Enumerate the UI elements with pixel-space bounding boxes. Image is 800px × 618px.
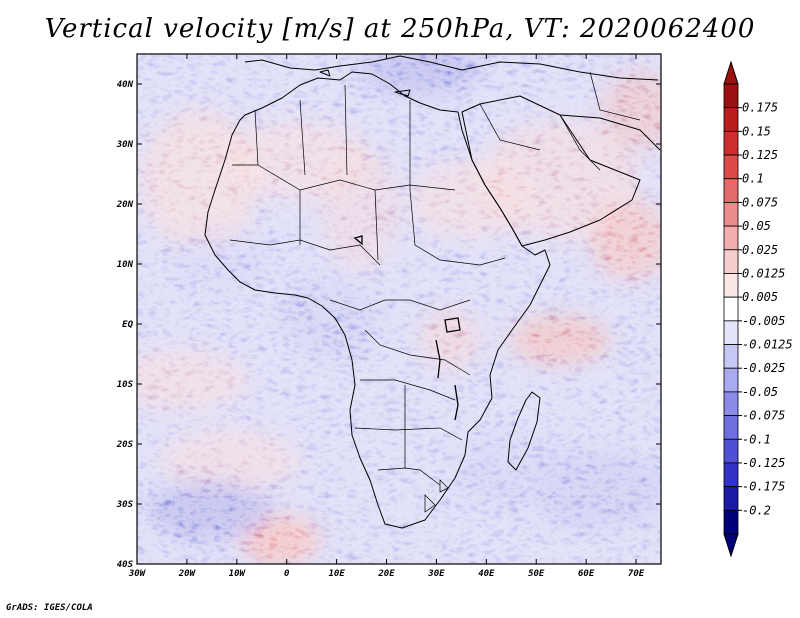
- lake-chad: [353, 235, 363, 246]
- colorbar-swatch: [723, 83, 739, 109]
- colorbar-label: -0.1: [742, 432, 771, 446]
- lon-tick-label: 60E: [578, 569, 595, 579]
- colorbar-label: -0.0125: [742, 338, 793, 352]
- colorbar-swatch: [723, 509, 739, 535]
- colorbar-swatch: [723, 415, 739, 440]
- colorbar-swatch: [723, 391, 739, 416]
- colorbar-swatch: [723, 344, 739, 369]
- colorbar-label: 0.0125: [742, 266, 785, 280]
- colorbar-label: 0.125: [742, 148, 778, 162]
- colorbar-label: -0.125: [742, 456, 785, 470]
- lakes: [353, 235, 461, 421]
- lon-tick-label: 0: [284, 569, 290, 579]
- plot-frame: [136, 53, 662, 565]
- arabia-coastline: [461, 95, 641, 247]
- colorbar-label: 0.15: [742, 124, 771, 138]
- lat-tick-label: EQ: [122, 320, 133, 330]
- colorbar-swatch: [723, 130, 739, 156]
- lat-tick-label: 40S: [117, 560, 134, 570]
- longitude-axis: 30W 20W 10W 0 10E 20E 30E 40E 50E 60E 70E: [128, 54, 645, 579]
- colorbar-label: -0.025: [742, 361, 785, 375]
- colorbar-swatch: [723, 273, 739, 298]
- colorbar-swatch: [723, 225, 739, 251]
- lat-tick-label: 10N: [117, 260, 134, 270]
- chart-title: Vertical velocity [m/s] at 250hPa, VT: 2…: [44, 14, 756, 44]
- colorbar-swatch: [723, 107, 739, 132]
- lon-tick-label: 50E: [528, 569, 545, 579]
- lat-tick-label: 30S: [116, 500, 134, 510]
- colorbar-arrow-top: [723, 60, 739, 85]
- colorbar-label: 0.175: [742, 101, 778, 115]
- colorbar-swatch: [723, 178, 739, 203]
- colorbar: 0.175 0.15 0.125 0.1 0.075 0.05 0.025 0.0125 0.0…: [723, 60, 793, 558]
- lake-tanganyika: [435, 339, 441, 379]
- lat-tick-label: 20N: [116, 200, 134, 210]
- lon-tick-label: 70E: [628, 569, 645, 579]
- colorbar-label: 0.005: [742, 290, 778, 304]
- lat-tick-label: 40N: [117, 80, 134, 90]
- credit-text: GrADS: IGES/COLA: [6, 603, 93, 613]
- lon-tick-label: 30W: [128, 569, 147, 579]
- lat-tick-label: 20S: [116, 440, 134, 450]
- colorbar-label: -0.05: [742, 385, 778, 399]
- colorbar-swatch: [723, 296, 739, 322]
- mediterranean-islands: [319, 69, 411, 97]
- colorbar-swatch: [723, 320, 739, 345]
- colorbar-swatch: [723, 486, 739, 511]
- colorbar-swatch: [723, 462, 739, 488]
- colorbar-label: -0.075: [742, 409, 785, 423]
- colorbar-label: 0.025: [742, 243, 778, 257]
- colorbar-label: 0.1: [742, 172, 764, 186]
- colorbar-swatch: [723, 438, 739, 464]
- coastlines: [204, 55, 661, 529]
- lon-tick-label: 10W: [229, 569, 247, 579]
- latitude-axis: 40N 30N 20N 10N EQ 10S 20S 30S 40S: [116, 80, 661, 570]
- lon-tick-label: 30E: [427, 569, 445, 579]
- lon-tick-label: 40E: [478, 569, 495, 579]
- colorbar-label: 0.05: [742, 219, 771, 233]
- colorbar-label: 0.075: [742, 195, 778, 209]
- colorbar-swatch: [723, 367, 739, 393]
- colorbar-swatch: [723, 202, 739, 227]
- colorbar-swatch: [723, 249, 739, 274]
- africa-coastline: [204, 71, 551, 529]
- colorbar-label: -0.2: [742, 503, 771, 517]
- colorbar-label: -0.175: [742, 480, 785, 494]
- lake-malawi: [454, 384, 459, 421]
- lon-tick-label: 20W: [178, 569, 197, 579]
- persian-gulf: [559, 114, 661, 151]
- lon-tick-label: 10E: [328, 569, 345, 579]
- lat-tick-label: 30N: [116, 140, 134, 150]
- velocity-field: [137, 54, 661, 564]
- colorbar-arrow-bottom: [723, 533, 739, 558]
- lon-tick-label: 20E: [377, 569, 395, 579]
- lake-victoria: [444, 317, 461, 333]
- europe-coastline: [244, 55, 659, 81]
- lat-tick-label: 10S: [117, 380, 134, 390]
- colorbar-swatch: [723, 154, 739, 180]
- country-borders: [229, 71, 641, 513]
- madagascar-coastline: [507, 391, 541, 471]
- field-noise: [137, 54, 661, 564]
- colorbar-label: -0.005: [742, 314, 785, 328]
